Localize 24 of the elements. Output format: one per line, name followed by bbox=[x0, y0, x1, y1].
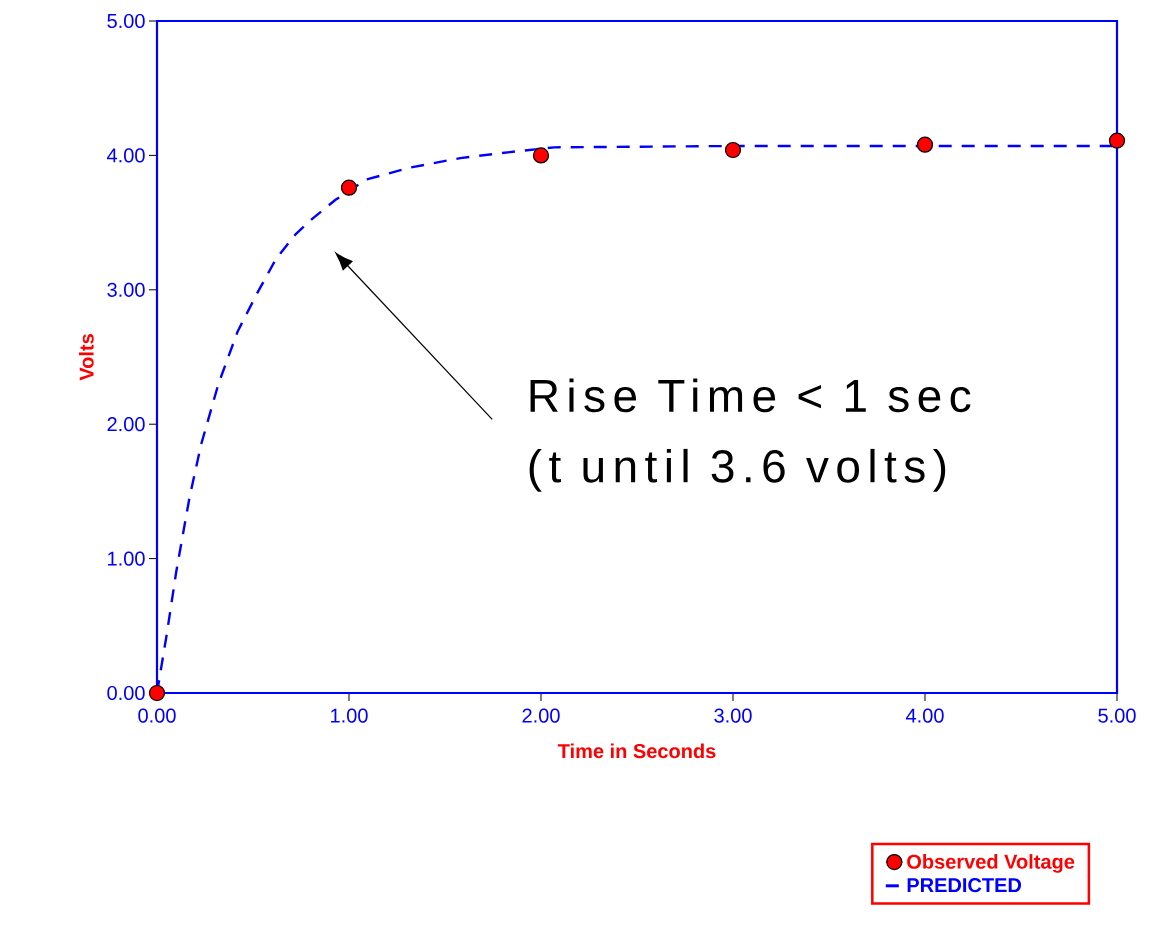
y-axis-title: Volts bbox=[79, 334, 94, 381]
x-tick-label: 1.00 bbox=[331, 708, 368, 723]
x-tick-label: 0.00 bbox=[138, 708, 176, 723]
point bbox=[916, 136, 934, 153]
y-tick-label: 1.00 bbox=[108, 551, 145, 566]
annotation: (t until 3.6 volts) bbox=[529, 448, 946, 492]
y-tick-label: 0.00 bbox=[107, 685, 145, 701]
point bbox=[340, 179, 358, 196]
x-tick-label: 3.00 bbox=[714, 708, 752, 723]
y-tick-label: 3.00 bbox=[107, 282, 145, 297]
x-tick-label: 4.00 bbox=[905, 708, 944, 723]
y-tick-label: 4.00 bbox=[107, 148, 145, 163]
legend-label: PREDICTED bbox=[907, 878, 1022, 893]
y-tick-label: 5.00 bbox=[107, 13, 145, 29]
point bbox=[1108, 132, 1126, 149]
annotation: Rise Time < 1 sec bbox=[530, 378, 971, 413]
point bbox=[148, 684, 166, 702]
y-tick-label: 2.00 bbox=[107, 417, 145, 432]
point bbox=[724, 141, 742, 159]
point bbox=[532, 147, 550, 164]
x-tick-label: 2.00 bbox=[522, 708, 560, 723]
legend-label: Observed Voltage bbox=[907, 854, 1075, 873]
x-axis-title: Time in Seconds bbox=[557, 743, 716, 759]
x-tick-label: 5.00 bbox=[1098, 708, 1136, 723]
